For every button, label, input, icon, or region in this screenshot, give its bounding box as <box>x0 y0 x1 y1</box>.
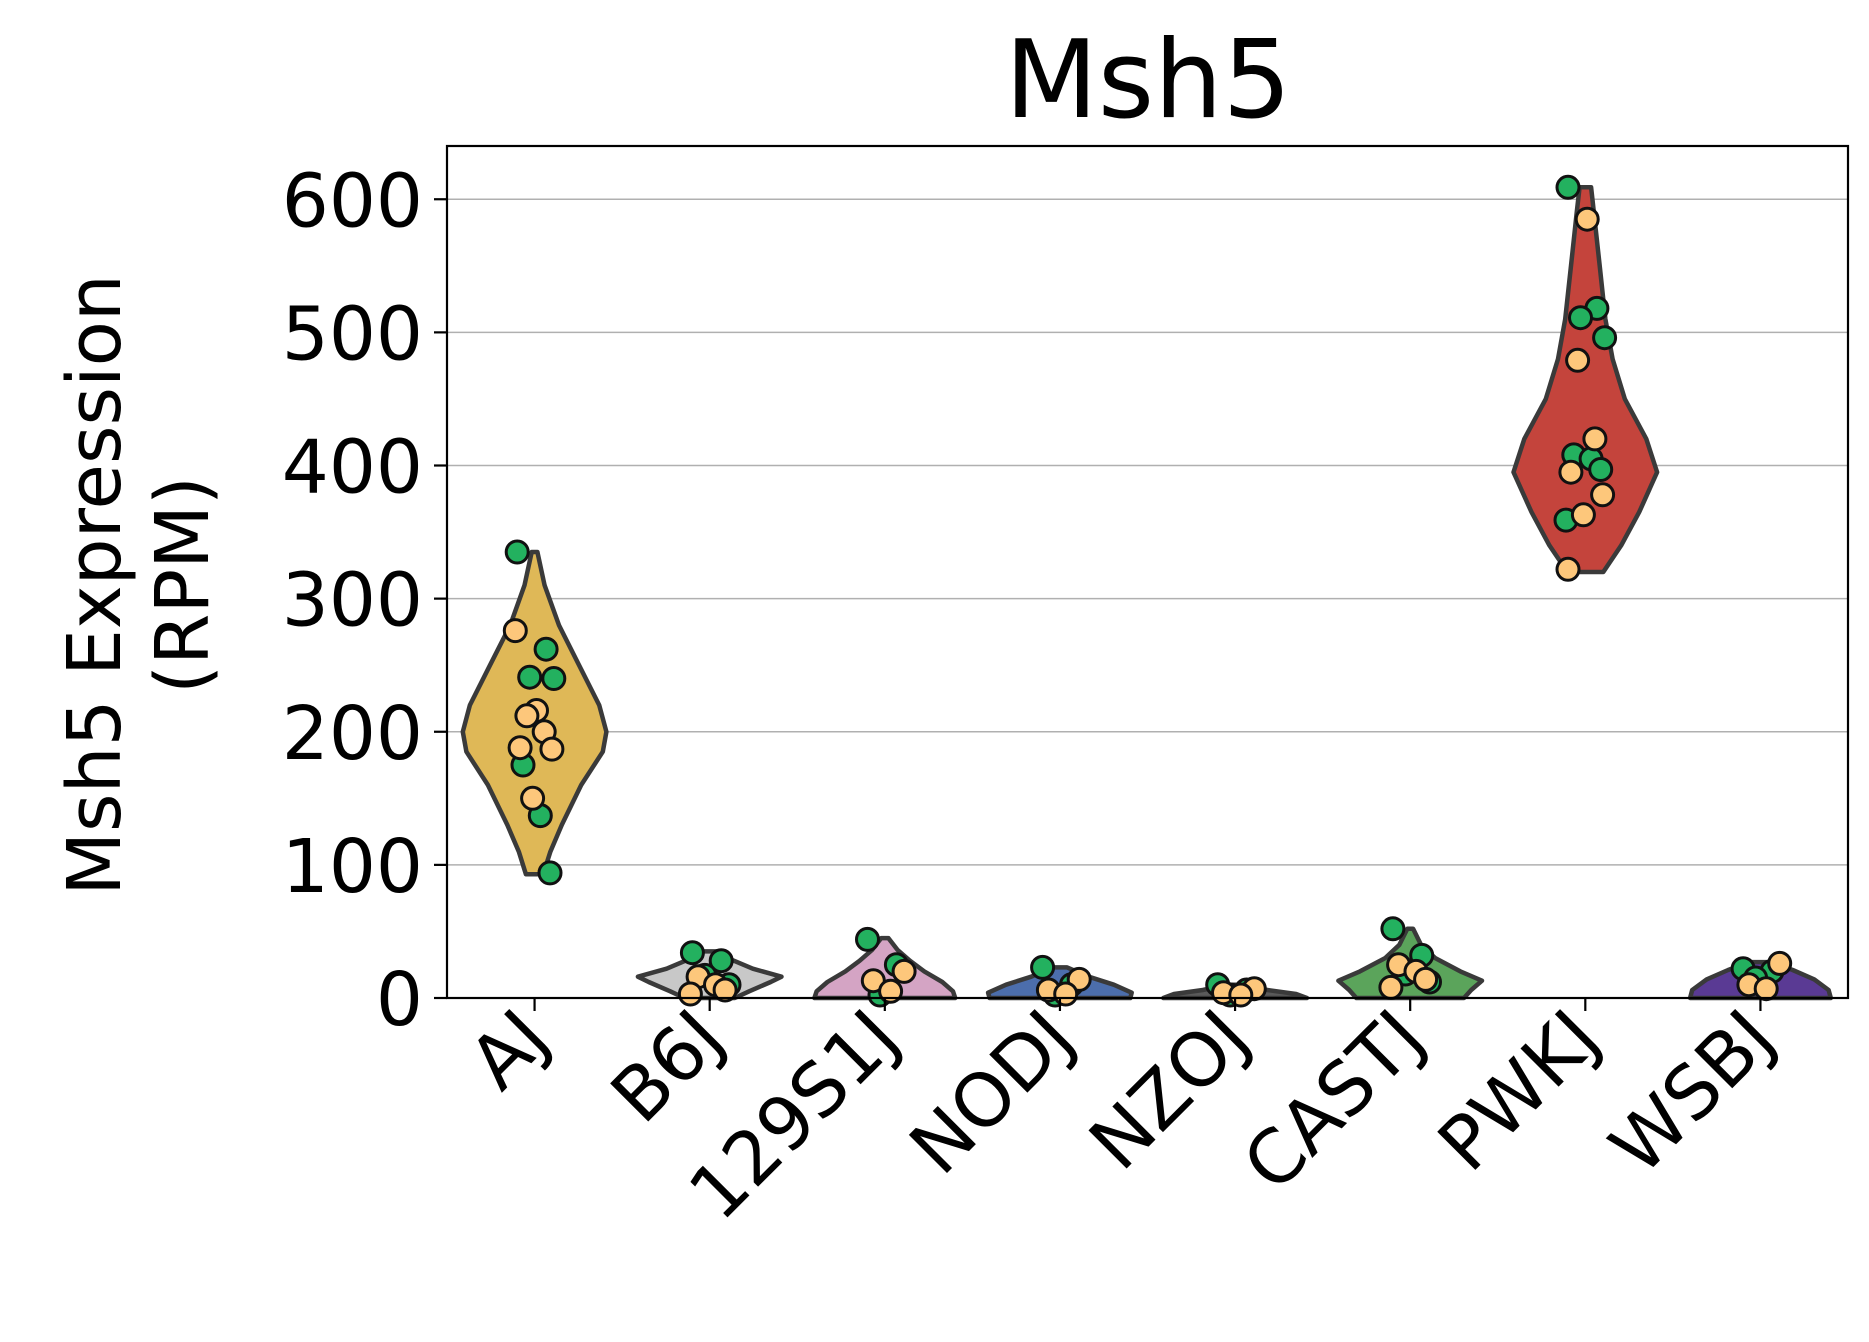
data-point-pwkj <box>1570 502 1596 528</box>
data-point-nodj <box>1030 954 1056 980</box>
data-point-nodj <box>1053 981 1079 1007</box>
data-point-aj <box>517 664 543 690</box>
x-tick-label-aj: AJ <box>453 994 565 1106</box>
data-point-pwkj <box>1588 457 1614 482</box>
y-axis-ticks: 0 100 200 300 400 500 600 <box>282 158 447 1043</box>
y-axis-label-line2: (RPM) <box>140 476 226 694</box>
data-point-aj <box>504 539 530 565</box>
data-point-b6j <box>708 948 734 974</box>
x-tick-label-wsbj: WSBJ <box>1594 994 1791 1191</box>
data-point-129s1j <box>891 958 917 984</box>
y-tick-label: 200 <box>282 691 423 777</box>
y-tick-label: 300 <box>282 558 423 644</box>
data-point-pwkj <box>1555 556 1581 582</box>
data-point-pwkj <box>1590 482 1616 508</box>
x-tick-label-castj: CASTJ <box>1227 994 1441 1208</box>
data-point-b6j <box>677 981 703 1007</box>
grid-lines <box>447 198 1848 866</box>
data-point-aj <box>502 618 528 644</box>
data-point-nzoj <box>1228 982 1254 1008</box>
data-point-aj <box>537 860 563 886</box>
data-point-pwkj <box>1574 206 1600 232</box>
data-point-castj <box>1378 974 1404 1000</box>
data-point-wsbj <box>1767 950 1793 976</box>
data-point-129s1j <box>878 978 904 1004</box>
y-axis-label-line1: Msh5 Expression <box>52 274 138 896</box>
data-point-aj <box>541 666 567 691</box>
data-point-aj <box>514 703 540 729</box>
data-point-pwkj <box>1568 305 1593 331</box>
data-point-b6j <box>712 977 738 1003</box>
y-tick-label: 600 <box>282 158 423 244</box>
y-tick-label: 100 <box>282 824 423 910</box>
data-point-aj <box>507 735 533 761</box>
data-point-pwkj <box>1558 459 1584 485</box>
data-point-aj <box>533 636 559 662</box>
y-tick-label: 500 <box>282 291 423 377</box>
data-point-b6j <box>679 940 705 966</box>
y-tick-label: 400 <box>282 425 423 511</box>
data-point-pwkj <box>1582 426 1608 452</box>
data-point-aj <box>520 785 546 811</box>
x-tick-label-nodj: NODJ <box>894 994 1091 1191</box>
data-point-castj <box>1380 916 1406 942</box>
data-point-129s1j <box>855 926 880 952</box>
violins <box>460 185 1834 1001</box>
data-point-castj <box>1413 966 1439 992</box>
plot-frame <box>445 144 1850 1000</box>
data-points <box>502 174 1793 1008</box>
x-tick-label-pwkj: PWKJ <box>1422 994 1616 1188</box>
data-point-wsbj <box>1753 976 1779 1002</box>
x-tick-label-b6j: B6J <box>595 994 740 1139</box>
y-axis-label-group: Msh5 Expression (RPM) <box>52 274 226 896</box>
y-tick-label: 0 <box>376 957 423 1043</box>
data-point-pwkj <box>1592 325 1618 351</box>
data-point-pwkj <box>1565 347 1591 373</box>
data-point-aj <box>539 736 565 762</box>
chart-title: Msh5 <box>1005 18 1292 143</box>
data-point-pwkj <box>1555 174 1581 200</box>
